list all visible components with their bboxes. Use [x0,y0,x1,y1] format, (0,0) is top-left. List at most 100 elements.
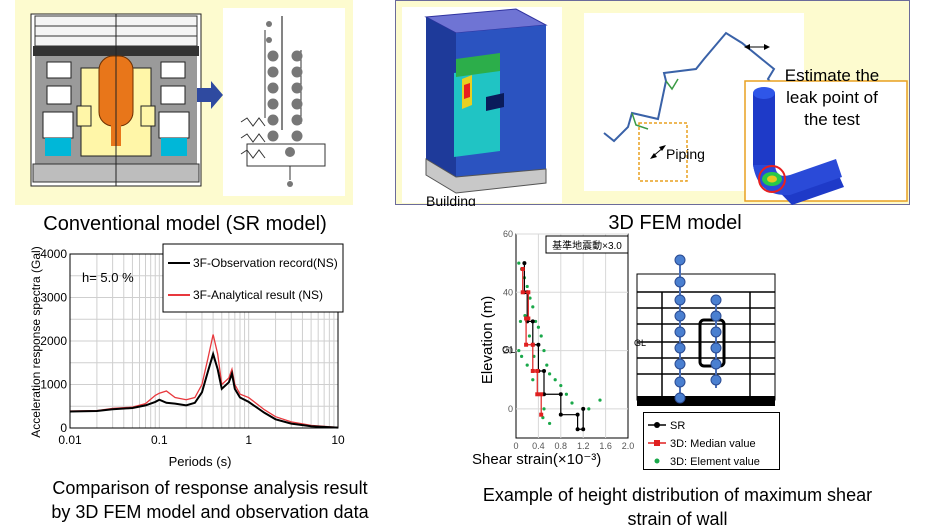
shear-xlabel: Shear strain(×10⁻³) [472,451,601,468]
callout-line-2: leak point of [786,88,878,107]
shear-median-point [535,368,540,373]
shear-sr-point [536,342,541,347]
shear-sr-point [530,319,535,324]
spectrum-xlabel: Periods (s) [169,454,232,469]
fem-model-caption: 3D FEM model [608,212,742,234]
shear-median-point [524,342,529,347]
spectrum-ylabel: Acceleration response spectra (Gal) [29,246,43,437]
response-caption-line-2: by 3D FEM model and observation data [51,502,369,522]
shear-median-point [520,290,525,295]
shear-element-point [539,334,543,338]
spectrum-ytick-label: 1000 [40,378,67,392]
shear-xtick-label: 2.0 [622,441,635,451]
shear-xtick-label: 0 [513,441,518,451]
shear-sr-point [558,392,563,397]
shear-element-point [517,261,521,265]
shear-xtick-label: 1.2 [577,441,590,451]
spectrum-legend: 3F-Observation record(NS) 3F-Analytical … [162,243,344,313]
shear-element-point [548,421,552,426]
shear-caption-line-1: Example of height distribution of maximu… [482,485,873,505]
shear-element-point [517,348,521,353]
sr-model-caption: Conventional model (SR model) [43,213,327,235]
shear-element-point [553,378,557,382]
shear-element-point [527,334,532,338]
arrow-right-icon [197,81,223,109]
piping-label: Piping [666,146,705,162]
shear-sr-line [523,263,584,430]
stick-model-drawing [223,8,345,196]
response-caption-line-1: Comparison of response analysis result [52,478,368,498]
shear-element-point [545,363,549,367]
shear-median-point [530,342,535,347]
shear-points [517,261,602,432]
fem-model-panel: Building Piping Estimate the [395,0,910,209]
shear-element-point [518,319,523,324]
legend-analytical: 3F-Analytical result (NS) [193,288,323,302]
shear-median-point [520,266,525,271]
shear-ytick-label: 0 [508,404,513,414]
legend-sr: SR [670,420,685,432]
shear-element-point [542,407,546,411]
building-fem-drawing [402,7,562,203]
shear-legend: SR 3D: Median value 3D: Element value [643,412,780,470]
callout-line-3: the test [804,110,860,129]
spectrum-ytick-label: 4000 [40,247,67,261]
shear-gl-label: GL [502,345,516,356]
spectrum-series-line [69,334,339,428]
section-gl-label: GL [634,338,646,348]
shear-inset-label: 基準地震動×3.0 [552,239,622,252]
shear-median-point [539,392,544,397]
sr-model-panel [15,0,353,205]
shear-sr-point [575,412,580,417]
shear-median-point [539,412,544,417]
sr-model-illustration [30,8,345,196]
spectrum-xtick-label: 10 [331,433,345,447]
fem-model-illustration: Building Piping Estimate the [402,7,908,209]
shear-element-point [542,348,546,353]
spectrum-series-line [69,350,339,429]
shear-sr-point [575,427,580,432]
shear-tick-labels: 0 0.4 0.8 1.2 1.6 2.0 0 20 40 60 [503,229,634,451]
shear-strain-chart: 0 0.4 0.8 1.2 1.6 2.0 0 20 40 60 基準地震動×3.0 GL Ele… [472,229,634,468]
shear-element-point [548,372,552,376]
shear-element-point [528,296,532,300]
shear-element-point [570,401,574,405]
shear-sr-point [522,261,527,266]
spectrum-lines [69,334,339,429]
shear-median-point [526,316,531,321]
spectrum-ytick-label: 3000 [40,291,67,305]
shear-element-point [531,378,535,382]
shear-median-point [524,316,529,321]
building-label: Building [426,193,476,206]
shear-caption-line-2: strain of wall [627,509,728,529]
reactor-building-drawing [30,13,202,187]
shear-ytick-label: 20 [503,346,513,356]
spectrum-tick-labels: 0.01 0.1 1 10 0 1000 2000 3000 4000 [40,247,345,447]
spectrum-xtick-label: 0.01 [58,433,82,447]
shear-median-point [526,290,531,295]
shear-median-point [535,392,540,397]
shear-element-point [534,319,538,324]
shear-ytick-label: 40 [503,287,513,297]
spectrum-xtick-label: 0.1 [151,433,168,447]
shear-ytick-label: 60 [503,229,513,239]
shear-element-point [525,363,529,367]
shear-element-point [525,284,529,289]
shear-ylabel: Elevation (m) [479,296,496,384]
shear-sr-point [542,368,546,373]
legend-observation: 3F-Observation record(NS) [193,256,338,270]
shear-element-point [523,314,527,318]
response-spectrum-chart: 0.01 0.1 1 10 0 1000 2000 3000 4000 h= 5.0 % 3F-… [29,243,345,469]
spectrum-xtick-label: 1 [245,433,252,447]
shear-xtick-label: 0.4 [532,441,545,451]
pipe-elbow-closeup [744,80,908,205]
shear-element-point [598,398,602,402]
spectrum-ytick-label: 0 [60,421,67,435]
shear-sr-point [558,412,563,417]
callout-line-1: Estimate the [785,66,880,85]
shear-element-point [587,407,591,411]
shear-element-point [559,383,563,388]
shear-element-point [541,416,545,420]
legend-element: 3D: Element value [670,456,760,468]
shear-element-point [536,325,540,329]
